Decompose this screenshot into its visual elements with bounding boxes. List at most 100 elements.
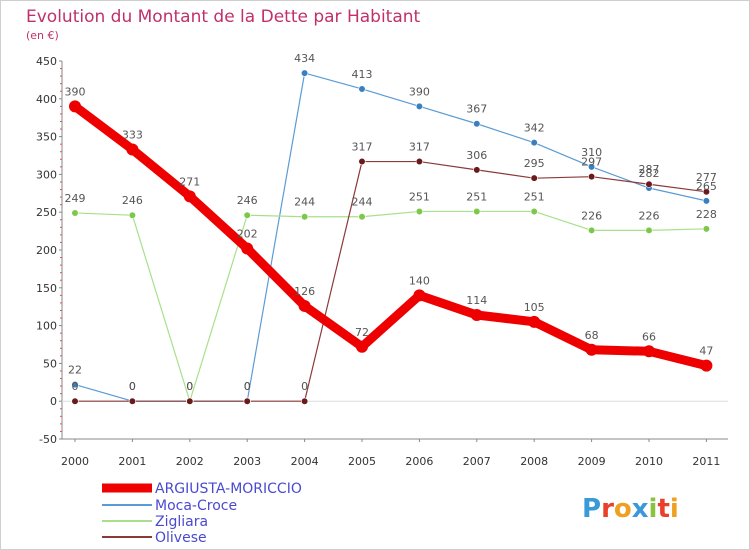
data-label: 0 [244,380,251,393]
y-tick-label: 400 [36,93,57,106]
data-label: 251 [524,190,545,203]
data-label: 0 [186,380,193,393]
data-point [69,100,81,113]
legend: ARGIUSTA-MORICCIOMoca-CroceZigliaraOlive… [102,481,302,546]
y-tick-label: 450 [36,55,57,68]
data-point [71,397,79,405]
y-tick-label: 350 [36,131,57,144]
series-line-3 [74,160,708,402]
data-label: 202 [237,227,258,240]
data-label: 295 [524,157,545,170]
data-point [241,242,254,255]
data-label: 22 [68,364,82,377]
data-point [473,120,481,128]
data-point [645,180,653,188]
data-label: 66 [642,330,656,343]
series-line-0 [70,101,711,371]
data-label: 244 [352,196,373,209]
data-point [415,102,424,110]
data-point [301,69,309,77]
x-tick-label: 2005 [348,455,376,468]
data-label: 271 [179,175,200,188]
y-tick-label: 0 [50,395,57,408]
data-point [530,207,538,216]
x-tick-label: 2010 [635,455,663,468]
data-label: 390 [65,85,86,98]
data-point [413,289,426,302]
chart-subtitle: (en €) [26,29,59,42]
data-label: 140 [409,274,430,287]
data-point [126,143,139,156]
data-label: 114 [466,294,487,307]
x-tick-label: 2001 [118,455,146,468]
data-point [530,139,538,147]
x-tick-label: 2008 [520,455,548,468]
data-label: 0 [72,380,79,393]
data-point [415,207,424,216]
data-label: 249 [65,192,86,205]
data-label: 317 [352,141,373,154]
data-point [473,166,481,174]
legend-label: Olivese [155,530,207,546]
axes: -50 0 50 100 150 200 250 300 350 400 450 2000 2001 20… [36,55,728,468]
data-point [243,211,251,219]
y-tick-label: 200 [36,244,57,257]
data-label: 126 [294,285,315,298]
logo-letter: t [657,494,669,524]
data-label: 434 [294,52,315,65]
x-tick-label: 2004 [291,455,319,468]
data-label: 317 [409,141,430,154]
data-point [358,157,366,166]
logo-letter: i [649,494,658,524]
data-label: 390 [409,85,430,98]
legend-label: Zigliara [155,514,208,530]
data-point [470,309,483,322]
data-point [301,397,309,405]
data-point [186,397,194,405]
data-point [702,225,711,233]
data-label: 0 [244,380,251,393]
legend-label: Moca-Croce [155,498,237,514]
data-point [587,163,596,171]
data-label: 413 [352,68,373,81]
data-label: 333 [122,128,143,141]
data-point [71,380,79,389]
x-tick-label: 2006 [405,455,433,468]
data-point [643,345,655,358]
data-label: 246 [237,194,258,207]
data-label: 226 [639,209,660,222]
data-point [301,213,309,221]
proxiti-logo: Proxiti [582,494,679,524]
logo-letter: P [582,494,601,524]
y-tick-label: 150 [36,282,57,295]
x-tick-label: 2000 [61,455,89,468]
data-point [298,299,311,312]
data-label: 244 [294,196,315,209]
data-label: 226 [581,209,602,222]
y-tick-label: 300 [36,168,57,181]
data-point [702,197,711,205]
y-tick-label: 100 [36,320,57,333]
data-label: 265 [696,180,717,193]
data-label: 47 [699,345,713,358]
data-label: 68 [585,329,599,342]
y-tick-label: 50 [43,357,57,370]
x-tick-label: 2007 [463,455,491,468]
y-tick-label: -50 [39,433,57,446]
data-label: 287 [639,163,660,176]
data-point [700,359,713,372]
data-labels: 22 0 0 434 413 390 367 342 310 282 265 249 246 0 246 24… [65,52,717,393]
data-point [645,226,653,234]
data-point [587,173,596,181]
data-point [473,207,481,216]
data-label: 282 [639,167,660,180]
x-tick-label: 2003 [233,455,261,468]
x-tick-label: 2011 [692,455,720,468]
data-point [358,85,366,93]
y-tick-label: 250 [36,206,57,219]
data-label: 297 [581,156,602,169]
data-point [356,340,368,353]
data-point [415,157,424,166]
